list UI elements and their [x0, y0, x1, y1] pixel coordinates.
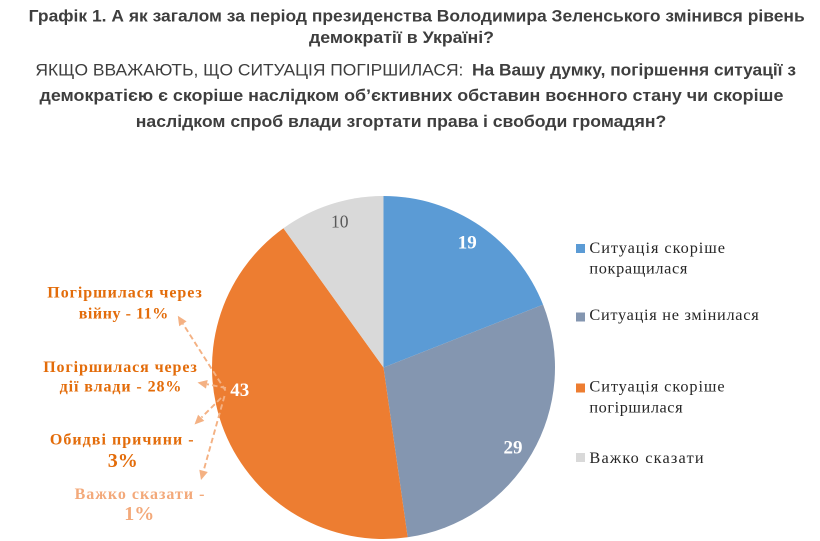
- svg-text:19: 19: [458, 232, 477, 253]
- svg-text:Графік 1. А як загалом за пері: Графік 1. А як загалом за період президе…: [29, 7, 805, 26]
- svg-text:Ситуація скоріше: Ситуація скоріше: [589, 377, 724, 396]
- svg-text:43: 43: [230, 380, 249, 401]
- svg-text:демократії в Україні?: демократії в Україні?: [309, 28, 494, 47]
- svg-text:Погіршилася через: Погіршилася через: [47, 285, 202, 302]
- svg-text:На Вашу думку, погіршення ситу: На Вашу думку, погіршення ситуації з: [472, 60, 796, 79]
- svg-text:ЯКЩО ВВАЖАЮТЬ, ЩО СИТУАЦІЯ ПОГ: ЯКЩО ВВАЖАЮТЬ, ЩО СИТУАЦІЯ ПОГІРШИЛАСЯ:: [35, 60, 463, 79]
- svg-text:демократією є скоріше наслідко: демократією є скоріше наслідком об’єктив…: [40, 86, 784, 105]
- svg-text:29: 29: [504, 438, 523, 459]
- svg-text:покращилася: покращилася: [589, 258, 688, 277]
- svg-text:дії влади - 28%: дії влади - 28%: [60, 379, 182, 396]
- svg-text:Обидві причини -: Обидві причини -: [50, 431, 194, 448]
- svg-text:10: 10: [331, 212, 349, 232]
- svg-text:наслідком спроб влади згортати: наслідком спроб влади згортати права і с…: [136, 112, 667, 131]
- svg-text:3%: 3%: [108, 450, 138, 472]
- svg-text:війну - 11%: війну - 11%: [79, 305, 169, 322]
- svg-text:Ситуація не змінилася: Ситуація не змінилася: [589, 305, 759, 324]
- svg-text:погіршилася: погіршилася: [589, 398, 683, 417]
- svg-text:Ситуація скоріше: Ситуація скоріше: [589, 238, 725, 257]
- svg-text:Погіршилася через: Погіршилася через: [43, 359, 197, 376]
- svg-text:1%: 1%: [124, 503, 154, 525]
- svg-text:Важко сказати -: Важко сказати -: [75, 486, 205, 503]
- svg-text:Важко сказати: Важко сказати: [589, 448, 703, 467]
